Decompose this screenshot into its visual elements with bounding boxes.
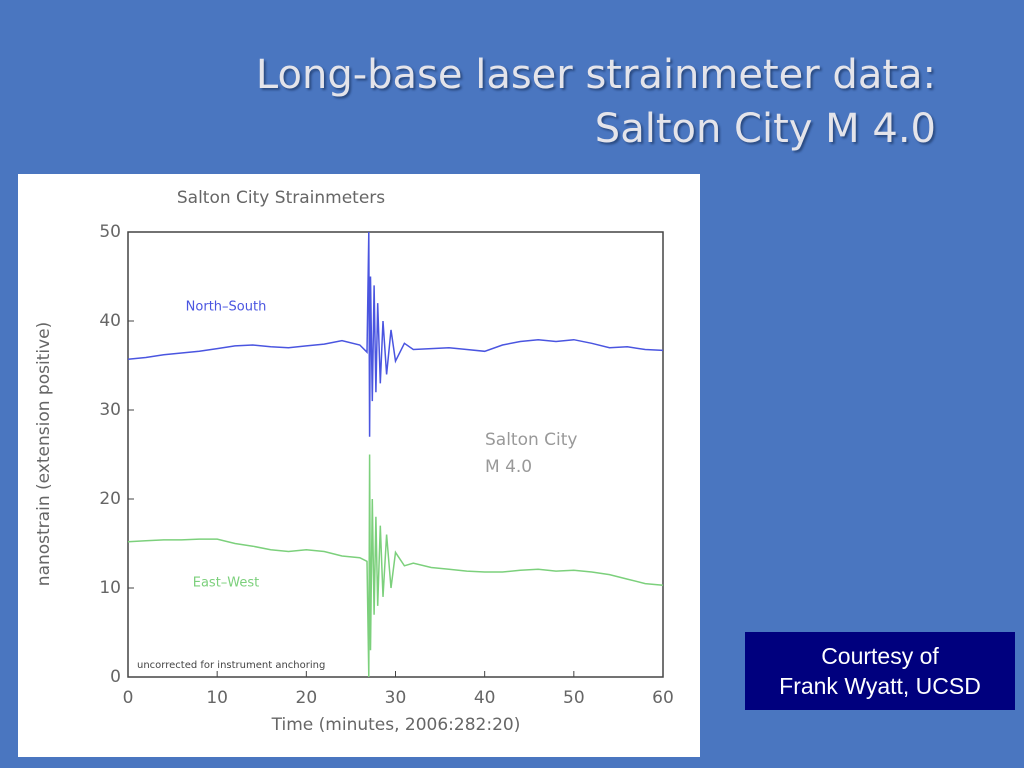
title-line: Long-base laser strainmeter data:	[255, 52, 936, 98]
y-tick-label: 50	[99, 222, 121, 242]
x-tick-label: 0	[123, 688, 134, 708]
x-tick-label: 60	[652, 688, 674, 708]
chart: Salton City Strainmeters Time (minutes, …	[18, 174, 700, 757]
credit-line: Frank Wyatt, UCSD	[779, 673, 981, 699]
y-tick-label: 10	[99, 578, 121, 598]
y-tick-label: 0	[110, 667, 121, 687]
x-tick-label: 10	[206, 688, 228, 708]
title-line: Salton City M 4.0	[594, 106, 936, 152]
credit-box: Courtesy of Frank Wyatt, UCSD	[745, 632, 1015, 710]
slide-title: Long-base laser strainmeter data: Salton…	[256, 48, 936, 156]
x-tick-label: 20	[296, 688, 318, 708]
series-label: East–West	[193, 576, 260, 591]
x-tick-label: 30	[385, 688, 407, 708]
annotation: uncorrected for instrument anchoring	[137, 660, 325, 671]
x-tick-label: 40	[474, 688, 496, 708]
chart-title: Salton City Strainmeters	[177, 188, 385, 208]
annotation: Salton City	[485, 430, 578, 450]
series-label: North–South	[186, 300, 267, 315]
data-line	[127, 454, 664, 678]
x-axis-label: Time (minutes, 2006:282:20)	[271, 715, 521, 735]
credit-line: Courtesy of	[821, 643, 939, 669]
y-tick-label: 20	[99, 489, 121, 509]
annotation: M 4.0	[485, 457, 532, 477]
y-tick-label: 30	[99, 400, 121, 420]
y-axis-label: nanostrain (extension positive)	[34, 322, 54, 586]
x-tick-label: 50	[563, 688, 585, 708]
y-tick-label: 40	[99, 311, 121, 331]
data-line	[127, 231, 664, 437]
